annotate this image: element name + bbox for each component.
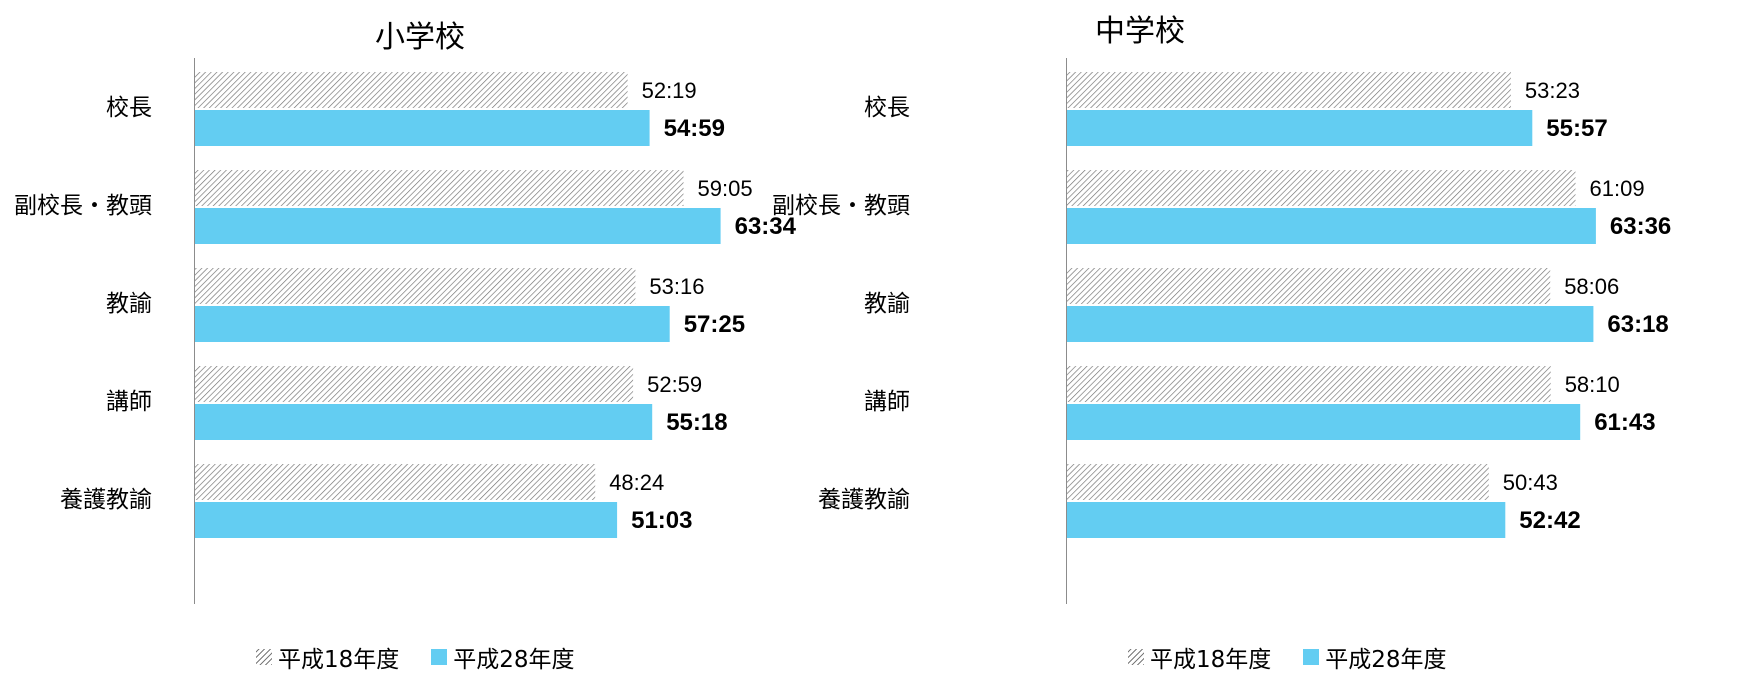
chart-panel-junior-high: 中学校 校長 副校長・教頭 教諭 講師 養護教諭 53:23 55:57 61:09… [772,0,1744,673]
legend-item-h28: 平成28年度 [431,640,575,674]
data-label-h28: 52:42 [1519,507,1580,534]
bar-h18 [1067,170,1576,206]
bar-h18 [195,170,684,206]
data-label-h18: 48:24 [609,470,664,495]
data-label-h18: 52:59 [647,372,702,397]
category-label: 校長 [864,95,910,121]
data-label-h18: 53:23 [1525,78,1580,103]
category-label: 講師 [864,389,910,415]
legend-label: 平成28年度 [1325,647,1447,673]
data-label-h28: 55:18 [666,409,727,436]
category-label: 教諭 [106,291,152,317]
legend-label: 平成18年度 [1150,647,1272,673]
data-label-h28: 63:18 [1607,311,1668,338]
data-label-h28: 57:25 [684,311,745,338]
category-label: 教諭 [864,291,910,317]
data-label-h18: 61:09 [1590,176,1645,201]
legend-swatch-hatch [256,649,272,665]
bar-h18 [195,72,628,108]
bar-h28 [1067,306,1594,342]
legend-swatch-hatch [1128,649,1144,665]
data-label-h28: 54:59 [664,115,725,142]
category-label: 養護教諭 [60,487,152,513]
legend-label: 平成18年度 [278,647,400,673]
category-label: 養護教諭 [818,487,910,513]
category-label: 副校長・教頭 [14,193,152,219]
category-label: 講師 [106,389,152,415]
data-label-h28: 51:03 [631,507,692,534]
bar-h18 [195,268,636,304]
bar-h28 [195,404,653,440]
legend: 平成18年度 平成28年度 [1128,640,1479,674]
bar-h28 [1067,208,1596,244]
data-label-h18: 59:05 [698,176,753,201]
data-label-h28: 61:43 [1594,409,1655,436]
bar-h28 [1067,404,1581,440]
data-label-h28: 63:36 [1610,213,1671,240]
bar-h18 [195,464,596,500]
data-label-h18: 53:16 [649,274,704,299]
bar-h18 [1067,268,1551,304]
category-axis-line [194,58,195,604]
data-label-h18: 58:06 [1564,274,1619,299]
bar-h18 [1067,72,1511,108]
chart-title: 小学校 [375,20,465,55]
category-axis-line [1066,58,1067,604]
bar-h18 [1067,464,1489,500]
legend-swatch-solid [431,649,448,665]
legend-swatch-solid [1303,649,1320,665]
data-label-h18: 50:43 [1503,470,1558,495]
bar-h18 [195,366,634,402]
legend-item-h18: 平成18年度 [256,640,399,674]
category-label: 副校長・教頭 [772,193,910,219]
data-label-h18: 58:10 [1565,372,1620,397]
bar-h28 [1067,110,1533,146]
legend-label: 平成28年度 [453,647,575,673]
data-label-h28: 55:57 [1546,115,1607,142]
bar-h28 [195,502,618,538]
category-label: 校長 [106,95,152,121]
bar-h28 [195,306,670,342]
bar-h28 [195,208,721,244]
bar-h28 [195,110,650,146]
bar-h18 [1067,366,1551,402]
chart-title: 中学校 [1095,14,1185,49]
legend-item-h18: 平成18年度 [1128,640,1271,674]
legend-item-h28: 平成28年度 [1303,640,1447,674]
bar-h28 [1067,502,1506,538]
legend: 平成18年度 平成28年度 [256,640,607,674]
bars-layer: 52:19 54:59 59:05 63:34 53:16 57:25 52:59 55:18… [195,72,797,538]
data-label-h18: 52:19 [642,78,697,103]
data-label-h28: 63:34 [735,213,797,240]
bars-layer: 53:23 55:57 61:09 63:36 58:06 63:18 58:10 61:43… [1067,72,1671,538]
chart-panel-elementary: 小学校 校長 副校長・教頭 教諭 講師 養護教諭 52:19 54:59 59:05… [0,0,860,673]
